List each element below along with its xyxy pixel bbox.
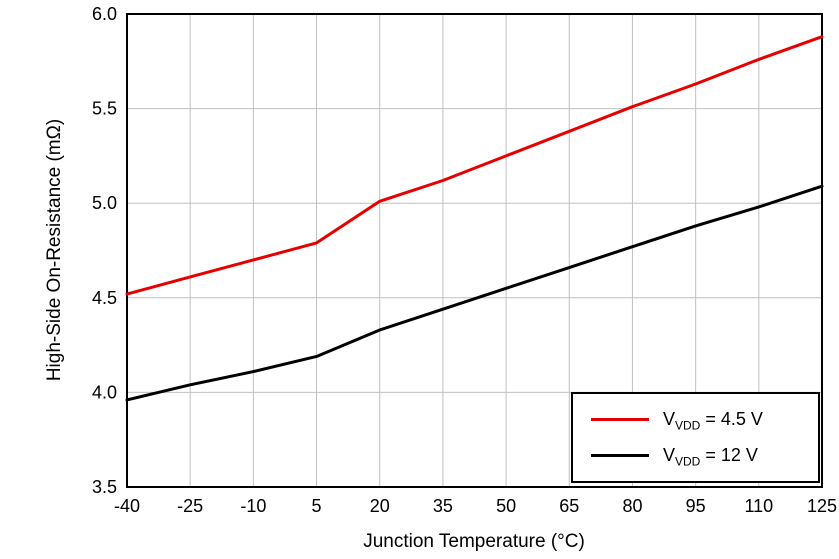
- legend-label-suffix: = 4.5 V: [700, 409, 763, 429]
- x-tick-label: 20: [370, 496, 390, 516]
- y-axis-label: High-Side On-Resistance (mΩ): [44, 119, 65, 381]
- legend-line-sample-black: [591, 454, 649, 457]
- legend-entry-vdd-12: VVDD = 12 V: [591, 445, 818, 469]
- x-tick-label: -10: [240, 496, 266, 516]
- x-tick-label: 95: [686, 496, 706, 516]
- legend-label: VVDD = 12 V: [663, 445, 758, 469]
- x-tick-label: 5: [312, 496, 322, 516]
- x-tick-label: 50: [496, 496, 516, 516]
- series-line-vdd-12-v: [125, 184, 824, 402]
- series-line-vdd-4.5-v: [125, 35, 824, 296]
- y-tick-label: 3.5: [92, 477, 117, 497]
- x-tick-label: -40: [114, 496, 140, 516]
- x-tick-label: 65: [559, 496, 579, 516]
- legend: VVDD = 4.5 V VVDD = 12 V: [571, 392, 820, 483]
- x-tick-label: 125: [807, 496, 837, 516]
- y-tick-label: 6.0: [92, 4, 117, 24]
- legend-label-prefix: V: [663, 445, 676, 465]
- legend-label-suffix: = 12 V: [700, 445, 758, 465]
- plot-frame: [126, 13, 823, 488]
- legend-label-sub: VDD: [675, 454, 701, 469]
- y-tick-label: 4.0: [92, 382, 117, 402]
- x-tick-label: 35: [433, 496, 453, 516]
- legend-entry-vdd-4p5: VVDD = 4.5 V: [591, 409, 818, 433]
- y-tick-label: 5.0: [92, 193, 117, 213]
- y-tick-label: 4.5: [92, 288, 117, 308]
- x-tick-label: 110: [744, 496, 773, 516]
- x-tick-label: -25: [177, 496, 203, 516]
- x-axis-label: Junction Temperature (°C): [363, 531, 585, 552]
- y-tick-label: 5.5: [92, 99, 117, 119]
- legend-label: VVDD = 4.5 V: [663, 409, 763, 433]
- x-tick-label: 80: [622, 496, 642, 516]
- legend-label-prefix: V: [663, 409, 676, 429]
- legend-label-sub: VDD: [675, 418, 701, 433]
- legend-line-sample-red: [591, 418, 649, 421]
